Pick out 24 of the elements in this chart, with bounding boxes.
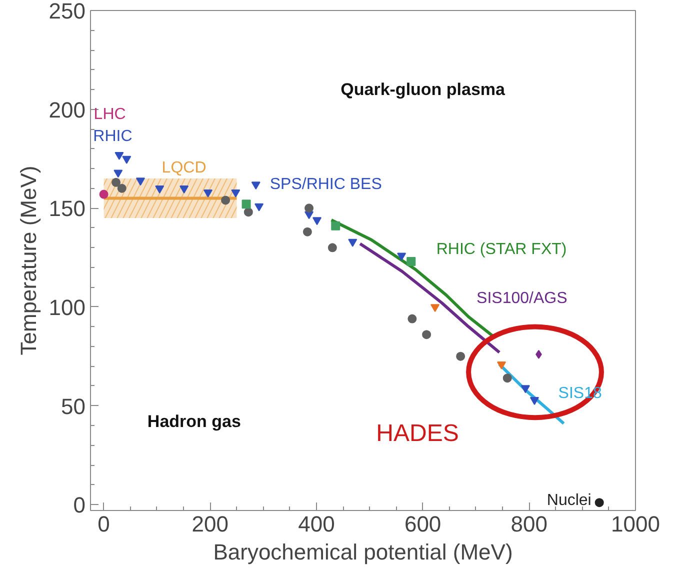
series-label: SPS/RHIC BES (270, 176, 382, 193)
y-axis-title: Temperature (MeV) (16, 166, 41, 356)
x-axis-title: Baryochemical potential (MeV) (213, 540, 513, 564)
x-tick-label: 600 (404, 512, 442, 536)
x-tick-label: 1000 (611, 512, 660, 536)
x-tick-label: 400 (298, 512, 335, 536)
y-tick-label: 200 (48, 97, 86, 122)
series-label: Nuclei (546, 492, 592, 510)
y-tick-label: 250 (48, 0, 86, 24)
series-label: LQCD (162, 160, 206, 177)
x-tick-label: 0 (98, 512, 110, 536)
y-tick-label: 100 (48, 294, 86, 320)
series-label: SIS100/AGS (476, 290, 568, 308)
annotation: Hadron gas (147, 412, 241, 432)
y-tick-label: 0 (73, 492, 86, 518)
annotation: Quark-gluon plasma (340, 80, 506, 100)
x-tick-label: 200 (192, 512, 228, 536)
y-tick-label: 150 (48, 196, 86, 222)
x-tick-label: 800 (510, 512, 548, 536)
series-label: RHIC (STAR FXT) (436, 240, 567, 258)
y-tick-label: 50 (61, 394, 86, 419)
series-label: RHIC (93, 128, 132, 146)
text: LHC (94, 106, 126, 123)
annotation: HADES (376, 420, 459, 447)
